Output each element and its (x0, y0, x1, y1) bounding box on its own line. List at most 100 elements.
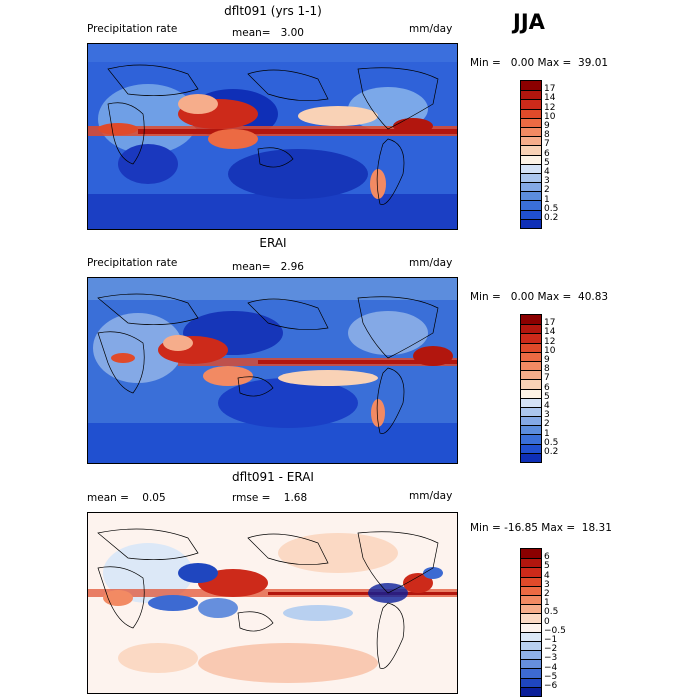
panel-1-variable-label: Precipitation rate (87, 23, 178, 35)
colorbar-swatch (521, 567, 541, 577)
colorbar-tick-label: −1 (544, 635, 558, 645)
colorbar-tick-label: 5 (544, 561, 550, 572)
colorbar-tick-label: 10 (544, 345, 556, 356)
colorbar-swatch (521, 191, 541, 201)
colorbar-swatch (521, 117, 541, 127)
panel-3-mean-label: mean = 0.05 (87, 492, 166, 504)
colorbar-swatch (521, 81, 541, 91)
colorbar-tick-label: 3 (544, 176, 550, 187)
colorbar-swatch (521, 668, 541, 678)
colorbar-tick-label: 2 (544, 185, 550, 196)
colorbar-swatch (521, 388, 541, 398)
panel-3-rmse-label: rmse = 1.68 (232, 492, 308, 504)
colorbar-tick-label: 3 (544, 410, 550, 421)
colorbar-tick-label: 14 (544, 327, 556, 338)
panel-1-title: dflt091 (yrs 1-1) (224, 4, 322, 18)
colorbar-tick-label: 17 (544, 318, 556, 329)
colorbar-swatch (521, 558, 541, 568)
colorbar-tick-label: 2 (544, 419, 550, 430)
colorbar-swatch (521, 342, 541, 352)
panel-3-title: dflt091 - ERAI (232, 470, 314, 484)
colorbar-swatch (521, 631, 541, 641)
colorbar-tick-label: 0.2 (544, 447, 559, 457)
panel-1-colorbar (520, 80, 542, 230)
colorbar-swatch (521, 585, 541, 595)
colorbar-tick-label: 8 (544, 364, 550, 375)
panel-3-units: mm/day (409, 490, 453, 502)
panel-1-units: mm/day (409, 23, 453, 35)
colorbar-tick-label: −4 (544, 662, 558, 673)
panel-1-minmax: Min = 0.00 Max = 39.01 (470, 57, 609, 69)
colorbar-swatch (521, 108, 541, 118)
colorbar-swatch (521, 622, 541, 632)
panel-2-title: ERAI (259, 236, 287, 250)
colorbar-tick-label: 12 (544, 336, 556, 347)
colorbar-tick-label: 4 (544, 167, 550, 177)
panel-2-variable-label: Precipitation rate (87, 257, 178, 269)
colorbar-swatch (521, 379, 541, 389)
colorbar-swatch (521, 613, 541, 623)
colorbar-swatch (521, 126, 541, 137)
colorbar-tick-label: 2 (544, 589, 550, 599)
colorbar-swatch (521, 172, 541, 183)
colorbar-swatch (521, 549, 541, 559)
colorbar-tick-label: 9 (544, 355, 550, 365)
colorbar-tick-label: 6 (544, 552, 550, 563)
colorbar-tick-label: 12 (544, 102, 556, 113)
colorbar-tick-label: 7 (544, 373, 550, 384)
colorbar-tick-label: −0.5 (544, 625, 566, 636)
colorbar-swatch (521, 406, 541, 417)
colorbar-tick-label: −5 (544, 671, 558, 682)
colorbar-swatch (521, 640, 541, 651)
colorbar-tick-label: 0.5 (544, 437, 559, 448)
colorbar-tick-label: 3 (544, 579, 550, 590)
colorbar-swatch (521, 182, 541, 192)
colorbar-swatch (521, 209, 541, 219)
colorbar-tick-label: 0 (544, 616, 550, 627)
panel-1-map (87, 43, 458, 230)
colorbar-swatch (521, 136, 541, 146)
colorbar-swatch (521, 154, 541, 164)
colorbar-swatch (521, 659, 541, 669)
colorbar-tick-label: 17 (544, 84, 556, 95)
colorbar-tick-label: 0.2 (544, 213, 559, 223)
colorbar-swatch (521, 360, 541, 371)
colorbar-tick-label: 7 (544, 139, 550, 150)
panel-3-minmax: Min = -16.85 Max = 18.31 (470, 522, 612, 534)
colorbar-tick-label: 0.5 (544, 203, 559, 214)
colorbar-swatch (521, 351, 541, 361)
panel-1-mean-label: mean= 3.00 (232, 27, 304, 39)
colorbar-swatch (521, 576, 541, 586)
colorbar-swatch (521, 324, 541, 334)
colorbar-tick-label: 0.5 (544, 607, 559, 618)
panel-2-mean-label: mean= 2.96 (232, 261, 304, 273)
panel-2-colorbar (520, 314, 542, 464)
colorbar-tick-label: 6 (544, 382, 550, 393)
colorbar-tick-label: 14 (544, 93, 556, 104)
colorbar-tick-label: 1 (544, 194, 550, 205)
colorbar-tick-label: 5 (544, 391, 550, 402)
colorbar-tick-label: 5 (544, 157, 550, 168)
colorbar-swatch (521, 604, 541, 614)
colorbar-tick-label: −3 (544, 653, 558, 664)
colorbar-swatch (521, 650, 541, 660)
colorbar-tick-label: 1 (544, 428, 550, 439)
colorbar-tick-label: 4 (544, 570, 550, 581)
colorbar-swatch (521, 594, 541, 605)
colorbar-tick-label: 8 (544, 130, 550, 141)
colorbar-tick-label: 4 (544, 401, 550, 411)
colorbar-swatch (521, 163, 541, 173)
colorbar-swatch (521, 315, 541, 325)
panel-2-units: mm/day (409, 257, 453, 269)
panel-3-map (87, 512, 458, 694)
panel-2-map (87, 277, 458, 464)
colorbar-tick-label: −6 (544, 681, 558, 691)
colorbar-tick-label: −2 (544, 644, 558, 655)
colorbar-swatch (521, 452, 541, 462)
colorbar-tick-label: 9 (544, 121, 550, 131)
colorbar-swatch (521, 677, 541, 687)
colorbar-tick-label: 10 (544, 111, 556, 122)
colorbar-tick-label: 1 (544, 598, 550, 609)
colorbar-swatch (521, 443, 541, 453)
colorbar-swatch (521, 397, 541, 407)
